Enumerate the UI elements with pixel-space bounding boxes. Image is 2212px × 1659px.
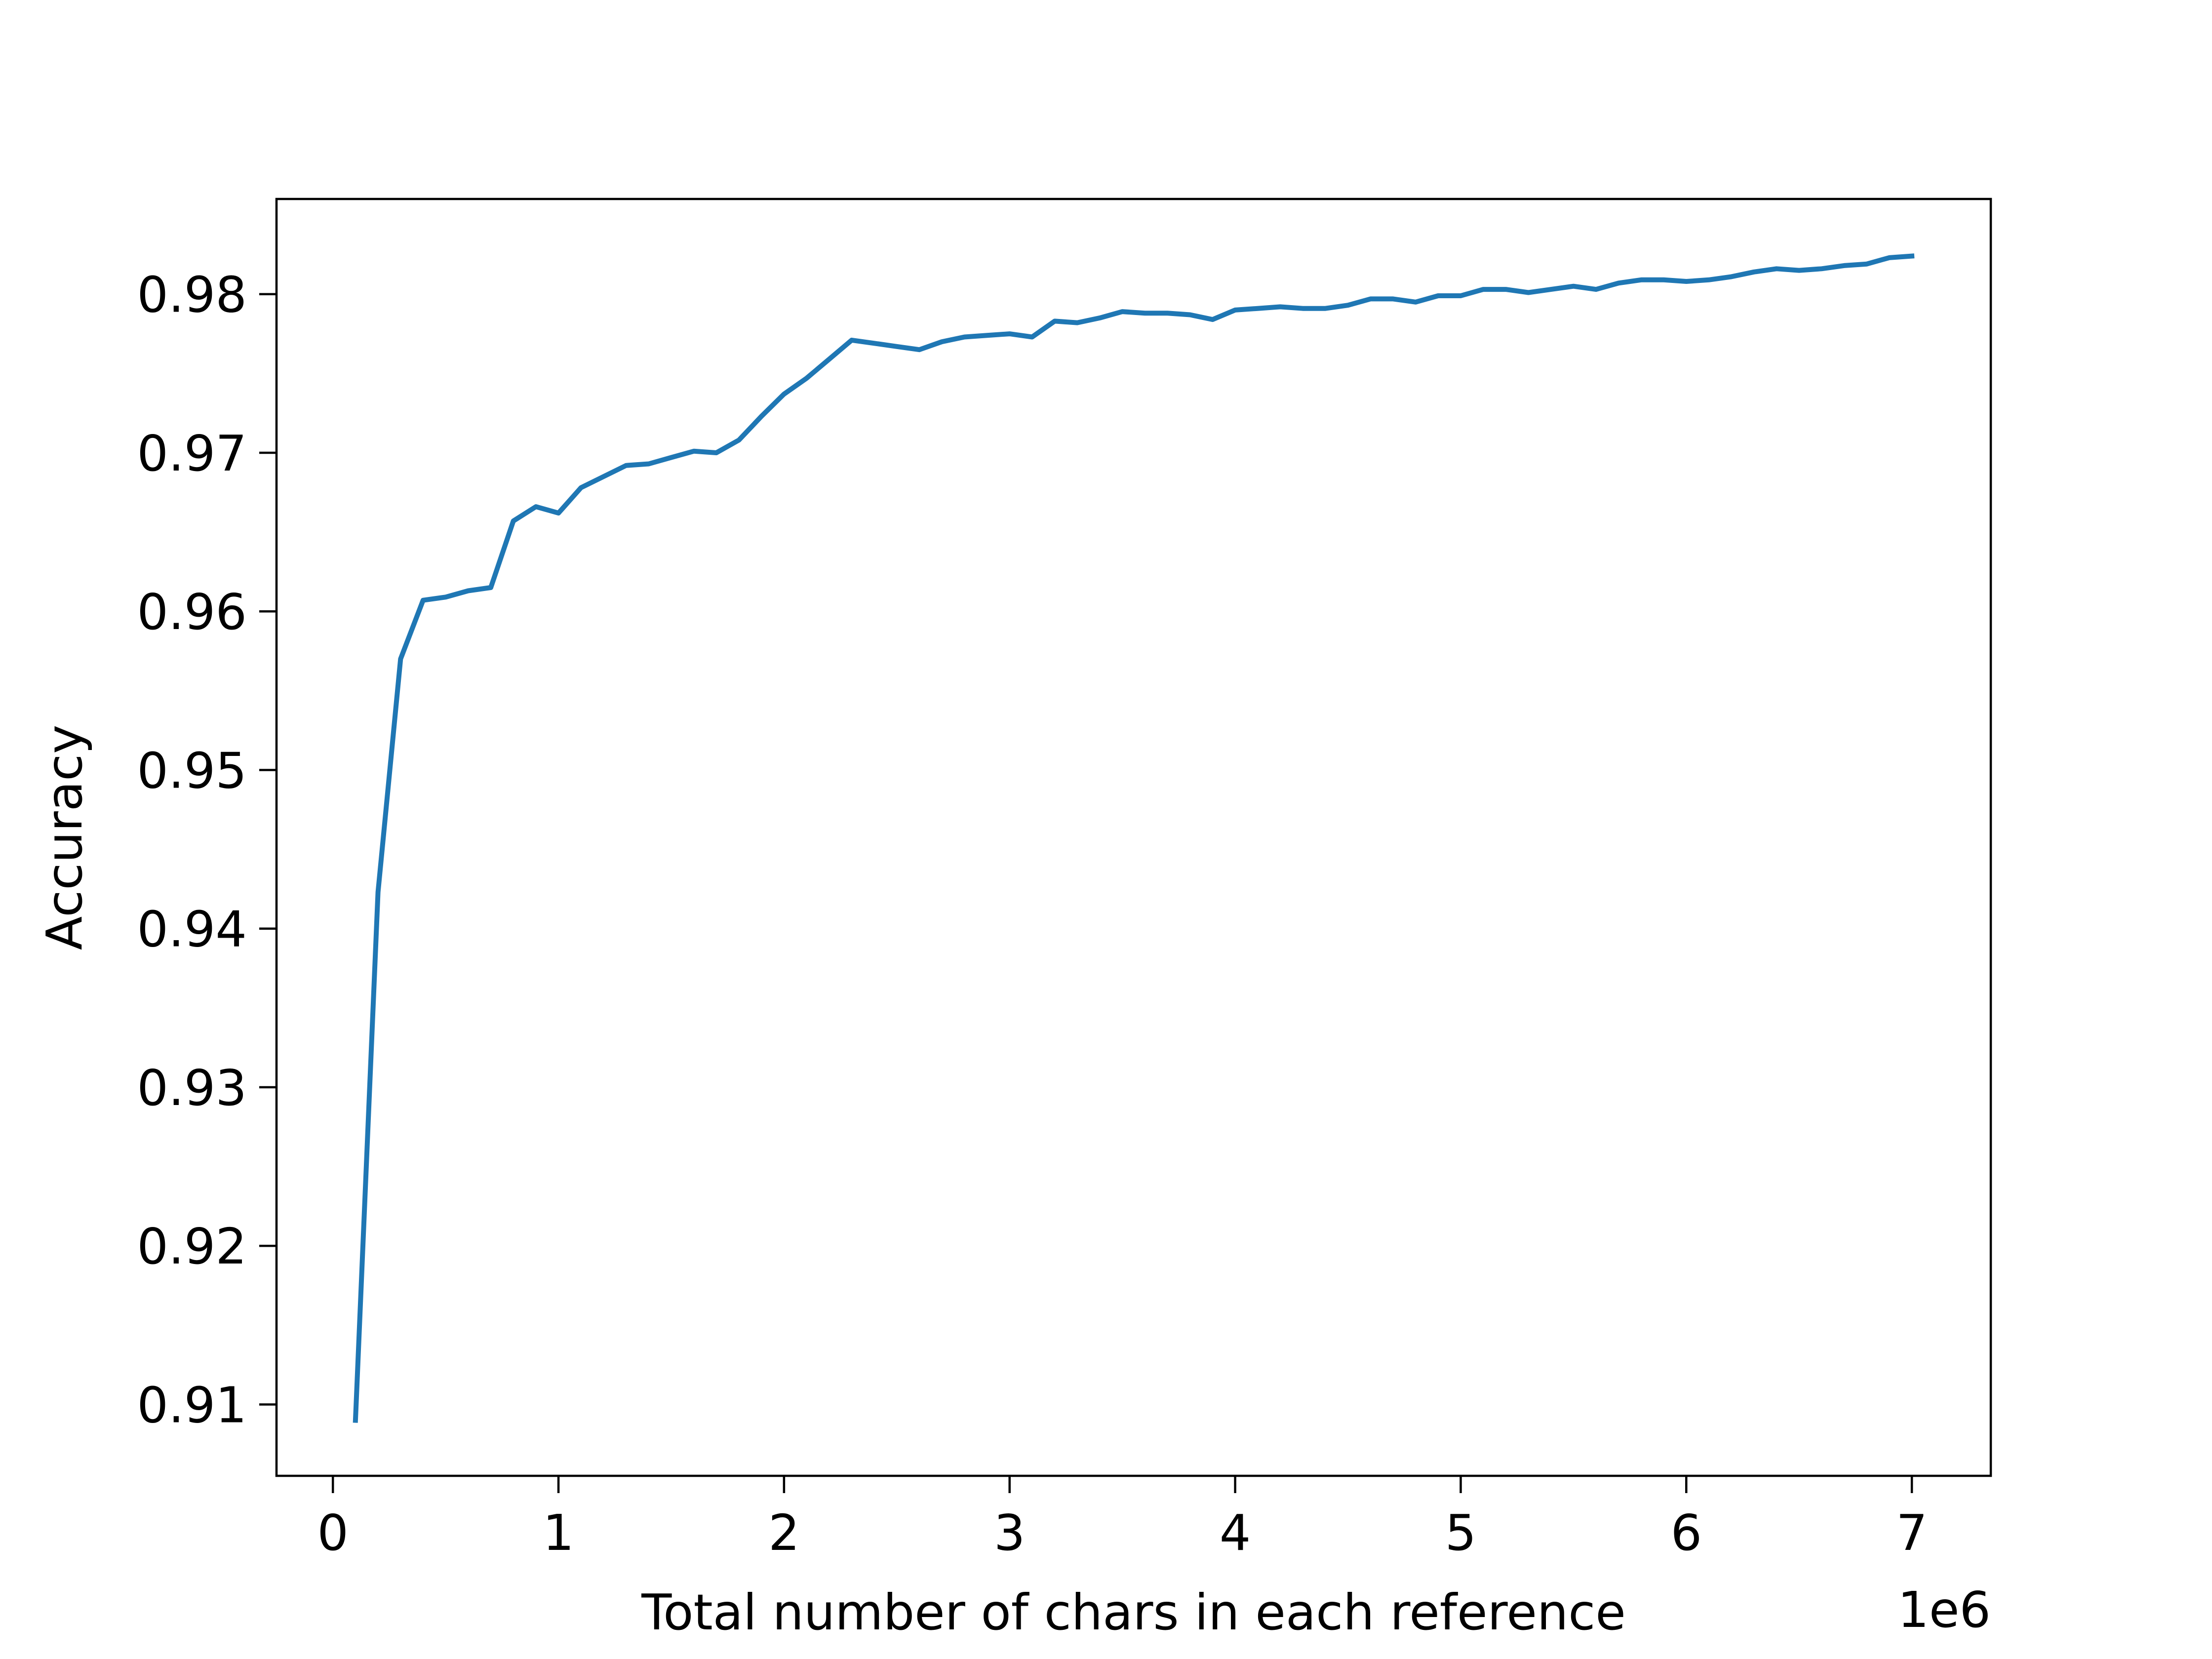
x-tick-label: 5	[1445, 1504, 1477, 1562]
x-tick-label: 7	[1896, 1504, 1928, 1562]
x-tick-label: 1	[543, 1504, 574, 1562]
x-tick-label: 2	[768, 1504, 800, 1562]
y-tick-label: 0.92	[137, 1218, 247, 1275]
y-tick-label: 0.95	[137, 742, 247, 799]
x-tick-label: 6	[1670, 1504, 1702, 1562]
y-axis-label: Accuracy	[36, 725, 93, 950]
y-tick-label: 0.94	[137, 901, 247, 958]
plot-area	[275, 198, 1992, 1477]
x-tick-label: 0	[317, 1504, 349, 1562]
y-tick-label: 0.91	[137, 1376, 247, 1434]
y-tick-label: 0.97	[137, 425, 247, 482]
x-axis-ticks: 0 1 2 3 4 5 6 7	[317, 1476, 1928, 1562]
axes-frame	[275, 198, 1992, 1477]
x-tick-label: 4	[1220, 1504, 1251, 1562]
y-tick-label: 0.96	[137, 583, 247, 641]
series-line-0	[353, 253, 1915, 1423]
y-tick-label: 0.98	[137, 266, 247, 324]
x-axis-offset-label: 1e6	[1897, 1581, 1991, 1639]
y-axis-ticks: 0.91 0.92 0.93 0.94 0.95 0.96 0.97 0.98	[137, 266, 276, 1434]
y-tick-label: 0.93	[137, 1059, 247, 1117]
x-tick-label: 3	[994, 1504, 1026, 1562]
x-axis-label: Total number of chars in each reference	[641, 1583, 1626, 1641]
